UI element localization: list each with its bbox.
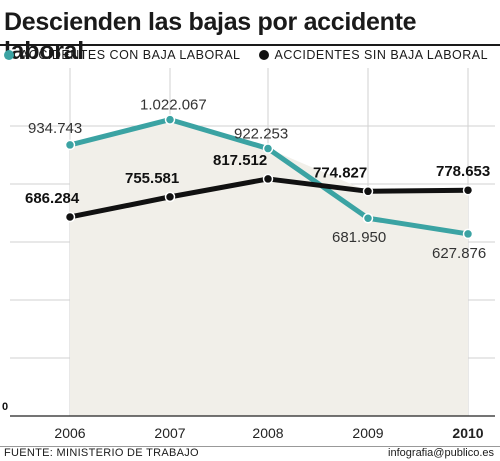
y-axis-zero-label: 0: [2, 401, 8, 413]
x-tick-label: 2009: [352, 425, 383, 441]
data-point-con-baja: [262, 143, 274, 154]
legend-item-con-baja: ACCIDENTES CON BAJA LABORAL: [4, 48, 241, 62]
data-point-sin-baja: [64, 211, 76, 223]
data-point-con-baja: [164, 114, 176, 125]
credit-note: infografia@publico.es: [388, 447, 494, 459]
legend-marker-sin-baja: [258, 50, 269, 60]
data-label-sin-baja: 778.653: [436, 163, 490, 180]
title-divider: [0, 44, 500, 46]
source-note: FUENTE: MINISTERIO DE TRABAJO: [4, 447, 199, 459]
x-tick-label: 2007: [154, 425, 185, 441]
chart-title: Descienden las bajas por accidente labor…: [4, 8, 417, 65]
area-fill: [70, 119, 468, 416]
data-point-sin-baja: [462, 184, 474, 196]
data-point-sin-baja: [164, 191, 176, 203]
data-point-sin-baja: [362, 186, 374, 197]
legend-item-sin-baja: ACCIDENTES SIN BAJA LABORAL: [258, 48, 489, 62]
x-tick-label: 2010: [452, 425, 483, 441]
x-tick-label: 2006: [54, 425, 85, 441]
data-label-sin-baja: 686.284: [25, 190, 80, 207]
x-tick-label: 2008: [252, 425, 283, 441]
data-point-sin-baja: [262, 173, 274, 185]
data-point-con-baja: [362, 212, 374, 224]
data-label-con-baja: 1.022.067: [140, 97, 207, 114]
data-label-con-baja: 922.253: [234, 126, 288, 143]
data-label-sin-baja: 755.581: [125, 170, 179, 187]
legend-marker-con-baja: [4, 50, 14, 60]
data-point-con-baja: [462, 228, 474, 240]
legend-label-sin-baja: ACCIDENTES SIN BAJA LABORAL: [274, 48, 489, 62]
data-label-con-baja: 627.876: [432, 245, 486, 262]
data-label-sin-baja: 817.512: [213, 152, 267, 169]
line-chart: 0 934.743 1.022.067 922.253 681.950 627.876 68…: [2, 68, 495, 441]
legend-label-con-baja: ACCIDENTES CON BAJA LABORAL: [20, 48, 241, 62]
data-label-con-baja: 934.743: [28, 120, 82, 137]
data-label-sin-baja: 774.827: [313, 164, 367, 181]
legend: ACCIDENTES CON BAJA LABORAL ACCIDENTES S…: [4, 48, 500, 62]
data-point-con-baja: [64, 139, 76, 151]
footer-divider: [0, 446, 500, 447]
data-label-con-baja: 681.950: [332, 229, 386, 246]
